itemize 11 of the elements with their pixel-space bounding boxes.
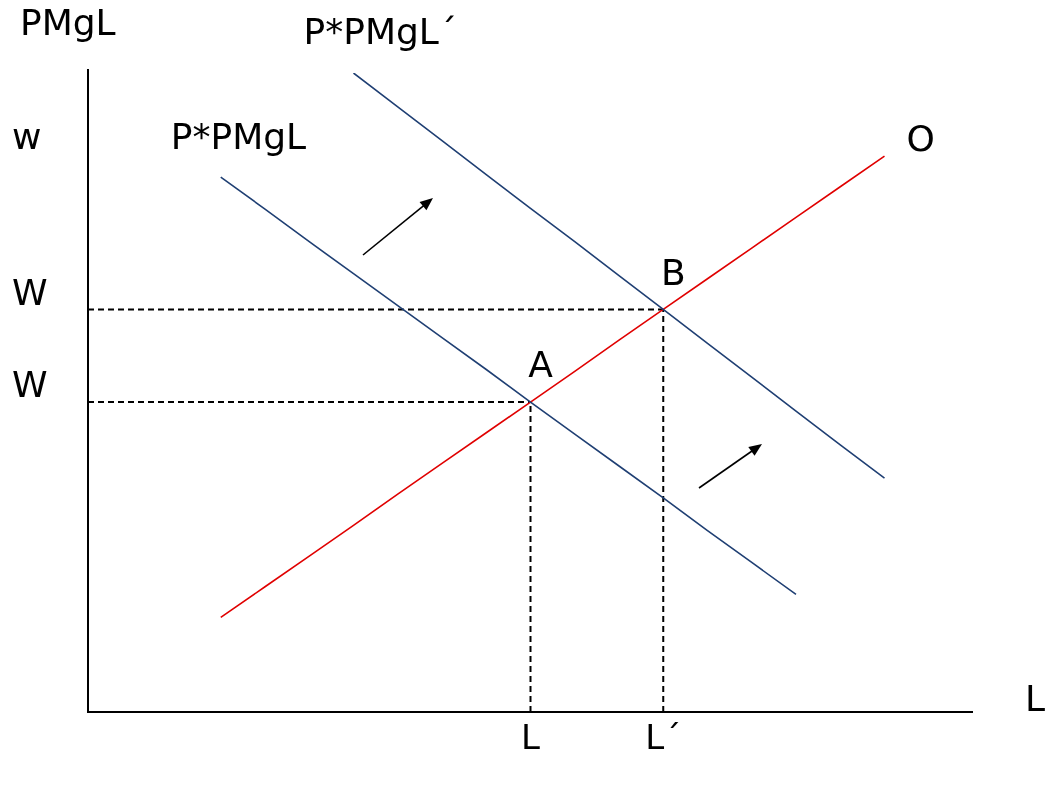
series-label: P*PMgL´ (303, 11, 457, 53)
annotation: B (660, 251, 686, 293)
x-axis-title: L (1025, 678, 1046, 720)
series-label: P*PMgL (170, 115, 307, 157)
text: W (12, 364, 48, 406)
x-tick-label: L´ (645, 717, 682, 758)
text: w (12, 116, 42, 158)
text: W (12, 272, 48, 314)
series-label: O (906, 118, 935, 160)
annotation: A (528, 344, 554, 386)
y-axis-title: PMgL (20, 2, 116, 44)
